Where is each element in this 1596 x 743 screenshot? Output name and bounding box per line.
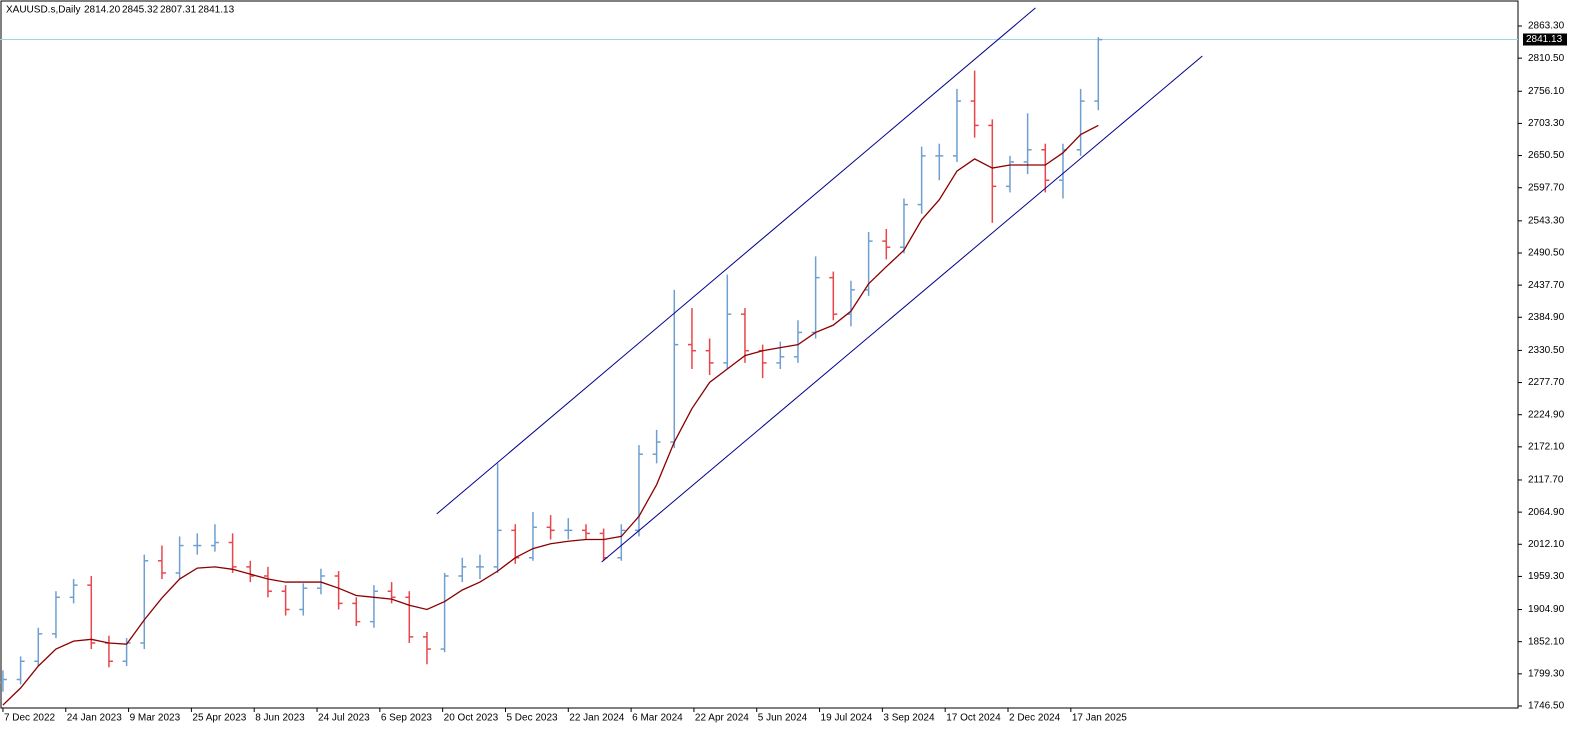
y-tick-label: 2810.50 [1528, 53, 1565, 64]
y-tick-label: 2863.30 [1528, 21, 1565, 32]
x-tick-label: 3 Sep 2024 [883, 713, 935, 724]
x-tick-label: 5 Jun 2024 [758, 713, 808, 724]
x-tick-label: 17 Oct 2024 [946, 713, 1001, 724]
symbol: XAUUSD.s,Daily [6, 5, 80, 16]
y-tick-label: 2384.90 [1528, 312, 1565, 323]
x-tick-label: 17 Jan 2025 [1072, 713, 1127, 724]
x-tick-label: 5 Dec 2023 [506, 713, 558, 724]
y-tick-label: 2597.70 [1528, 182, 1565, 193]
trend-line [436, 7, 1036, 515]
y-tick-label: 2064.90 [1528, 507, 1565, 518]
y-tick-label: 1799.30 [1528, 668, 1565, 679]
y-tick-label: 2277.70 [1528, 377, 1565, 388]
price-tag [1523, 33, 1567, 46]
plot-frame [0, 0, 1519, 709]
y-tick-label: 2543.30 [1528, 215, 1565, 226]
price-tag-label: 2841.13 [1526, 34, 1563, 45]
y-tick-label: 2117.70 [1528, 475, 1564, 486]
y-tick-label: 2012.10 [1528, 539, 1565, 550]
y-tick-label: 2703.30 [1528, 118, 1565, 129]
x-tick-label: 9 Mar 2023 [130, 713, 181, 724]
y-tick-label: 2330.50 [1528, 345, 1565, 356]
y-tick-label: 1959.30 [1528, 571, 1565, 582]
header-close: 2841.13 [198, 5, 235, 16]
x-tick-label: 24 Jul 2023 [318, 713, 370, 724]
x-tick-label: 22 Jan 2024 [569, 713, 624, 724]
x-tick-label: 6 Mar 2024 [632, 713, 683, 724]
x-tick-label: 25 Apr 2023 [192, 713, 246, 724]
x-tick-label: 19 Jul 2024 [821, 713, 873, 724]
y-tick-label: 1746.50 [1528, 701, 1565, 712]
y-tick-label: 1852.10 [1528, 636, 1565, 647]
trend-line [601, 55, 1203, 563]
header-low: 2807.31 [160, 5, 197, 16]
y-tick-label: 2650.50 [1528, 150, 1565, 161]
y-tick-label: 2172.10 [1528, 441, 1565, 452]
y-tick-label: 2437.70 [1528, 280, 1565, 291]
y-tick-label: 2756.10 [1528, 86, 1565, 97]
x-tick-label: 22 Apr 2024 [695, 713, 749, 724]
x-tick-label: 24 Jan 2023 [67, 713, 122, 724]
moving-average [2, 124, 1099, 706]
y-tick-label: 2490.50 [1528, 248, 1565, 259]
y-tick-label: 2224.90 [1528, 409, 1565, 420]
y-tick-label: 1904.90 [1528, 604, 1565, 615]
header-open: 2814.20 [84, 5, 121, 16]
x-tick-label: 20 Oct 2023 [444, 713, 499, 724]
x-tick-label: 2 Dec 2024 [1009, 713, 1061, 724]
x-tick-label: 6 Sep 2023 [381, 713, 433, 724]
x-tick-label: 7 Dec 2022 [4, 713, 56, 724]
x-tick-label: 8 Jun 2023 [255, 713, 305, 724]
header-high: 2845.32 [122, 5, 159, 16]
